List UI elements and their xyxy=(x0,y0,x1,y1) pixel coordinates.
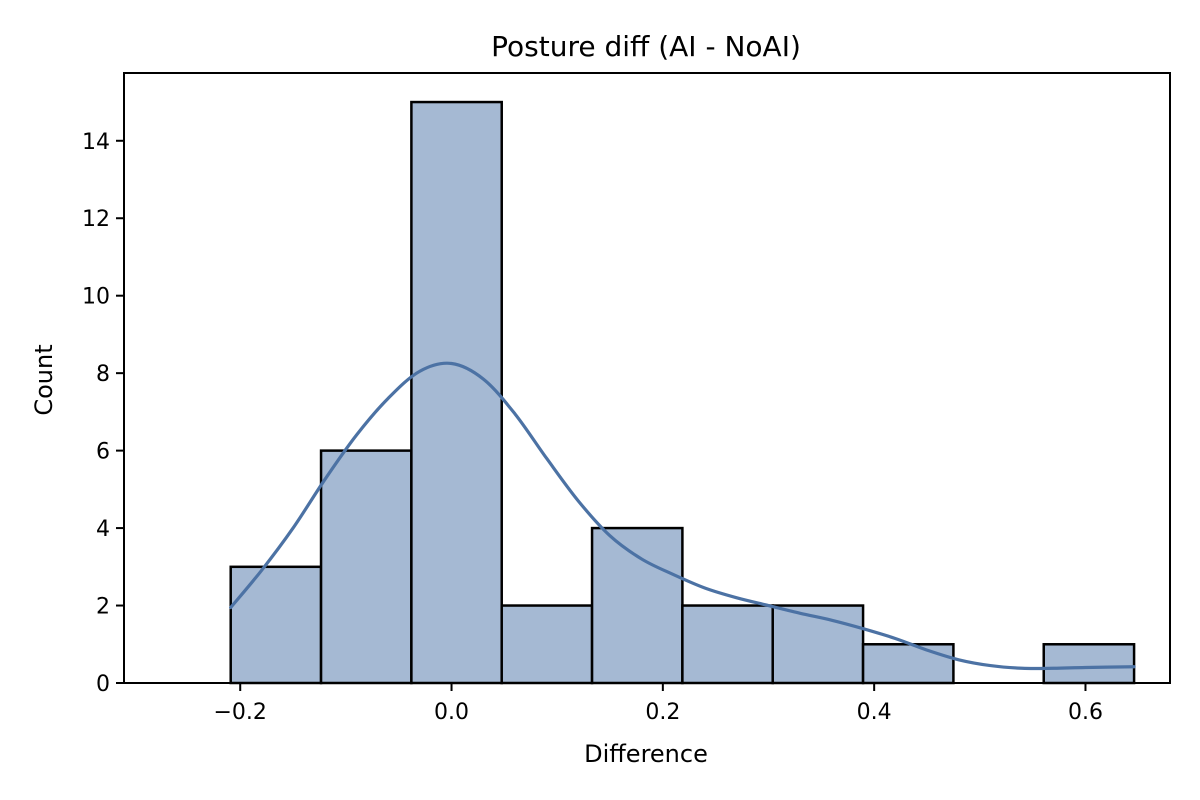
x-axis-label: Difference xyxy=(584,740,708,768)
histogram-bar-1 xyxy=(229,565,323,685)
histogram-bar-10 xyxy=(1042,643,1136,685)
histogram-bar-6 xyxy=(681,604,774,685)
y-axis-label: Count xyxy=(30,344,58,415)
kde-curve xyxy=(229,361,1136,671)
y-tick-label: 0 xyxy=(96,672,110,697)
x-tick-label: 0.6 xyxy=(1068,700,1103,725)
y-tick-label: 8 xyxy=(96,362,110,387)
y-tick-label: 2 xyxy=(96,595,110,620)
x-tick-label: 0.0 xyxy=(434,700,469,725)
y-tick-label: 12 xyxy=(82,207,110,232)
bars-group xyxy=(229,100,1136,685)
histogram-bar-4 xyxy=(500,604,594,685)
histogram-bar-5 xyxy=(590,526,684,685)
y-tick-label: 14 xyxy=(82,130,110,155)
x-tick-label: 0.2 xyxy=(645,700,680,725)
histogram-bar-8 xyxy=(861,643,955,685)
histogram-bar-2 xyxy=(319,449,413,685)
x-tick-label: 0.4 xyxy=(857,700,892,725)
x-axis: −0.2 0.0 0.2 0.4 0.6 xyxy=(214,683,1103,725)
x-tick-label: −0.2 xyxy=(214,700,267,725)
plot-frame xyxy=(123,72,1171,684)
histogram-bar-3 xyxy=(410,100,503,685)
chart-title: Posture diff (AI - NoAI) xyxy=(491,30,801,63)
y-axis: 0 2 4 6 8 10 12 14 xyxy=(82,130,124,697)
y-tick-label: 6 xyxy=(96,440,110,465)
y-tick-label: 10 xyxy=(82,285,110,310)
y-tick-label: 4 xyxy=(96,517,110,542)
